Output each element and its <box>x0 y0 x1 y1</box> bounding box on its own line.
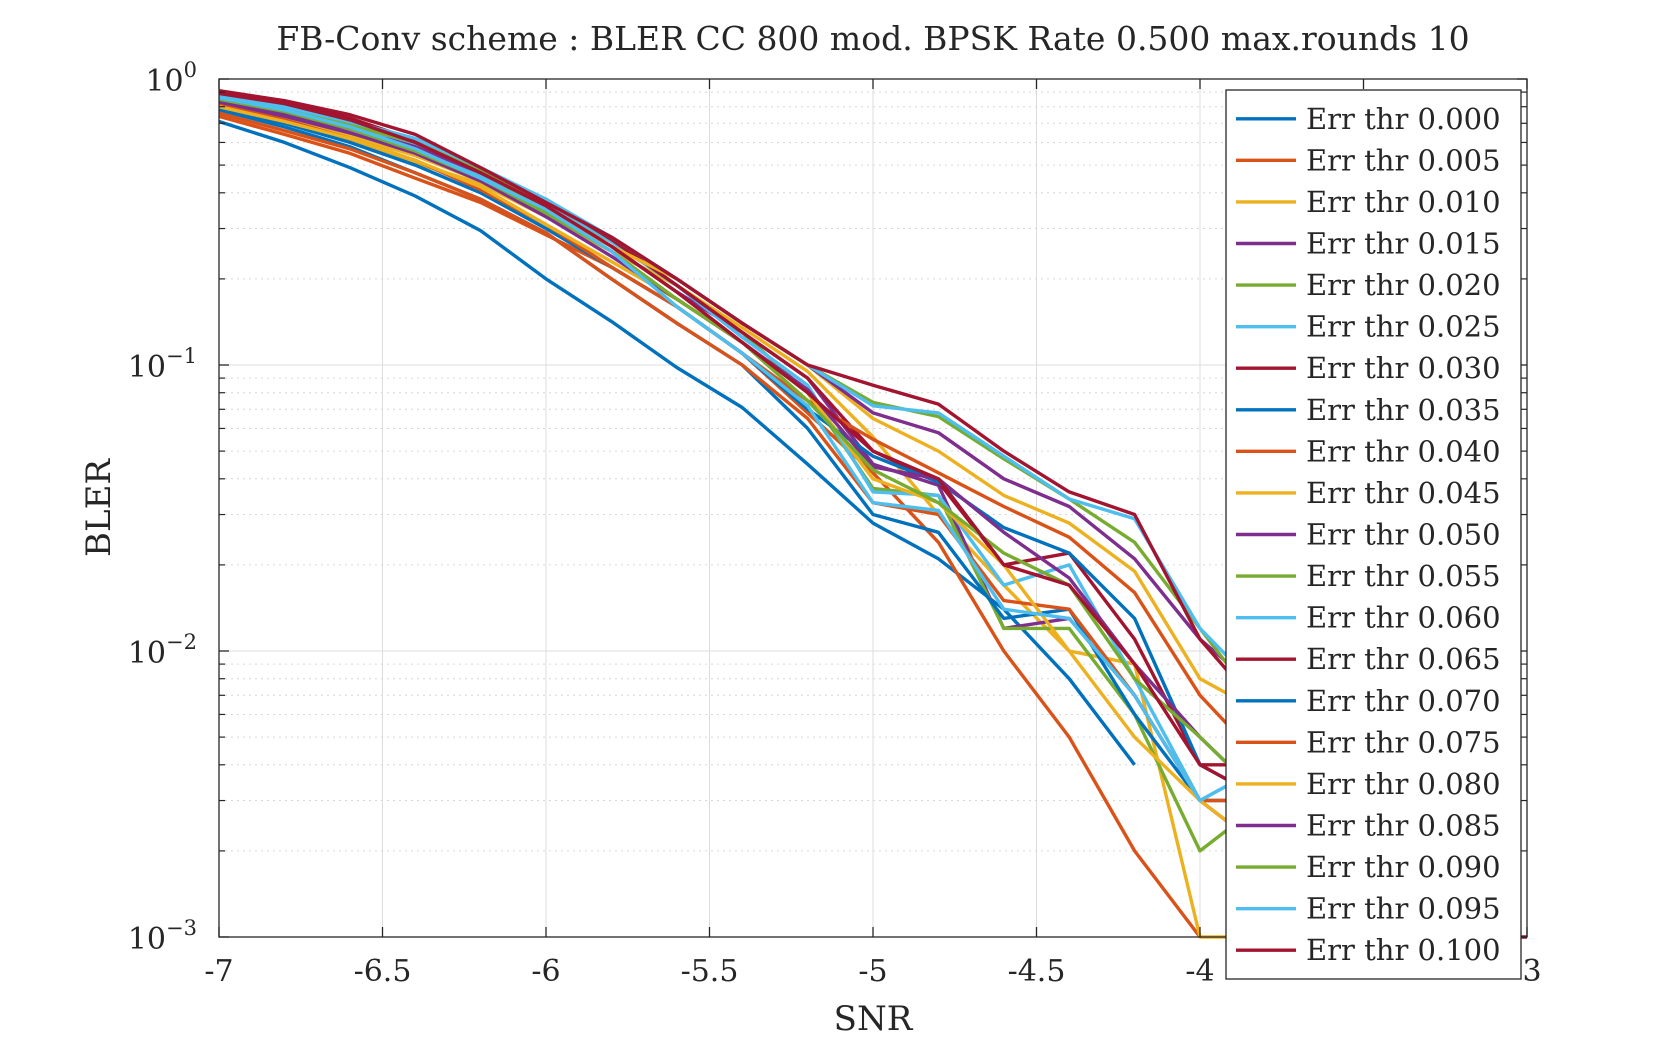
legend-label: Err thr 0.090 <box>1306 850 1501 884</box>
x-tick-label: -4.5 <box>1008 954 1066 989</box>
legend-label: Err thr 0.075 <box>1306 725 1501 759</box>
legend: Err thr 0.000 Err thr 0.005 Err thr 0.010 E… <box>1225 89 1522 980</box>
legend-label: Err thr 0.010 <box>1306 185 1501 219</box>
legend-label: Err thr 0.095 <box>1306 892 1501 926</box>
legend-label: Err thr 0.000 <box>1306 102 1501 136</box>
legend-label: Err thr 0.015 <box>1306 227 1501 261</box>
series-line <box>218 89 1267 716</box>
x-axis-title: SNR <box>834 999 914 1039</box>
y-tick-label: 100 <box>145 58 197 99</box>
y-tick-label: 10−3 <box>128 916 197 957</box>
legend-label: Err thr 0.065 <box>1306 642 1501 676</box>
y-axis-title: BLER <box>79 458 119 557</box>
legend-label: Err thr 0.085 <box>1306 809 1501 843</box>
legend-label: Err thr 0.050 <box>1306 518 1501 552</box>
legend-label: Err thr 0.045 <box>1306 476 1501 510</box>
legend-label: Err thr 0.025 <box>1306 310 1501 344</box>
x-tick-label: -5.5 <box>681 954 739 989</box>
x-tick-label: -6 <box>531 954 560 989</box>
legend-label: Err thr 0.005 <box>1306 143 1501 177</box>
x-tick-label: -4 <box>1185 954 1214 989</box>
legend-label: Err thr 0.020 <box>1306 268 1501 302</box>
chart-title: FB-Conv scheme : BLER CC 800 mod. BPSK R… <box>276 19 1469 58</box>
legend-label: Err thr 0.060 <box>1306 601 1501 635</box>
series-line <box>218 96 1267 803</box>
x-tick-label: -7 <box>204 954 233 989</box>
legend-label: Err thr 0.070 <box>1306 684 1501 718</box>
x-tick-label: -5 <box>858 954 887 989</box>
series-line <box>218 111 1266 803</box>
plot-series <box>218 89 1527 939</box>
y-tick-label: 10−1 <box>128 344 197 385</box>
x-tick-label: -6.5 <box>354 954 412 989</box>
legend-label: Err thr 0.030 <box>1306 351 1501 385</box>
y-tick-label: 10−2 <box>128 630 197 671</box>
legend-label: Err thr 0.080 <box>1306 767 1501 801</box>
legend-label: Err thr 0.055 <box>1306 559 1501 593</box>
legend-label: Err thr 0.100 <box>1306 933 1501 967</box>
legend-label: Err thr 0.035 <box>1306 393 1501 427</box>
legend-label: Err thr 0.040 <box>1306 434 1501 468</box>
